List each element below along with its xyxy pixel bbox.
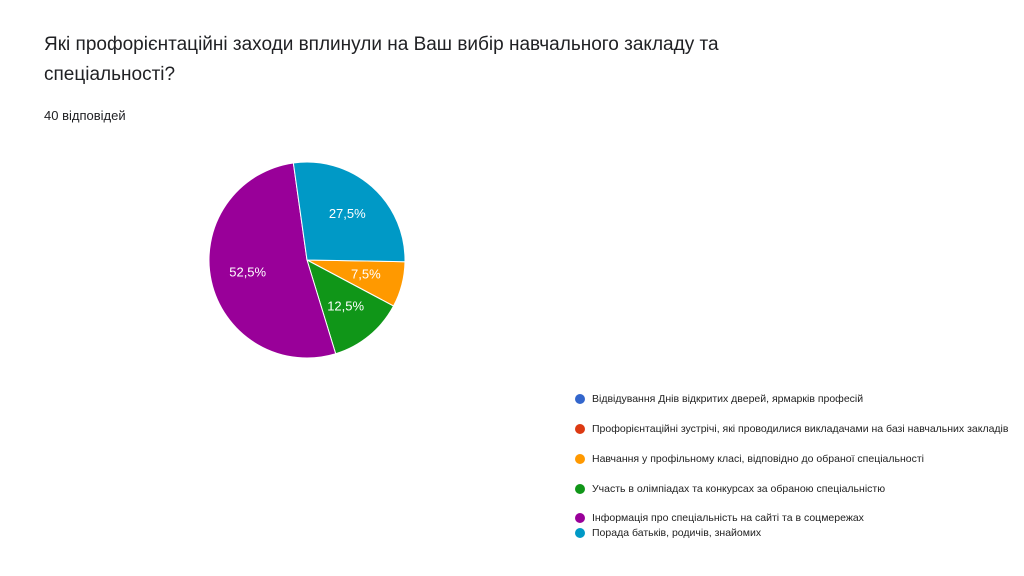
legend-label: Профорієнтаційні зустрічі, які проводили…: [592, 423, 1009, 435]
legend-marker: [575, 513, 585, 523]
legend-marker: [575, 454, 585, 464]
slice-label: 12,5%: [327, 298, 364, 313]
slice-label: 7,5%: [351, 267, 381, 282]
legend-marker: [575, 394, 585, 404]
legend-label: Інформація про спеціальність на сайті та…: [592, 512, 865, 524]
legend-marker: [575, 484, 585, 494]
chart-subtitle: 40 відповідей: [44, 108, 126, 123]
legend-marker: [575, 424, 585, 434]
legend-label: Порада батьків, родичів, знайомих: [592, 527, 762, 539]
legend-label: Відвідування Днів відкритих дверей, ярма…: [592, 393, 863, 405]
legend-label: Участь в олімпіадах та конкурсах за обра…: [592, 483, 885, 495]
legend-label: Навчання у профільному класі, відповідно…: [592, 453, 924, 465]
chart-title: Які профорієнтаційні заходи вплинули на …: [44, 34, 719, 85]
slice-label: 52,5%: [229, 265, 266, 280]
pie-slice: [292, 161, 406, 263]
legend-marker: [575, 528, 585, 538]
pie-slice: [208, 162, 337, 359]
slice-label: 27,5%: [329, 206, 366, 221]
